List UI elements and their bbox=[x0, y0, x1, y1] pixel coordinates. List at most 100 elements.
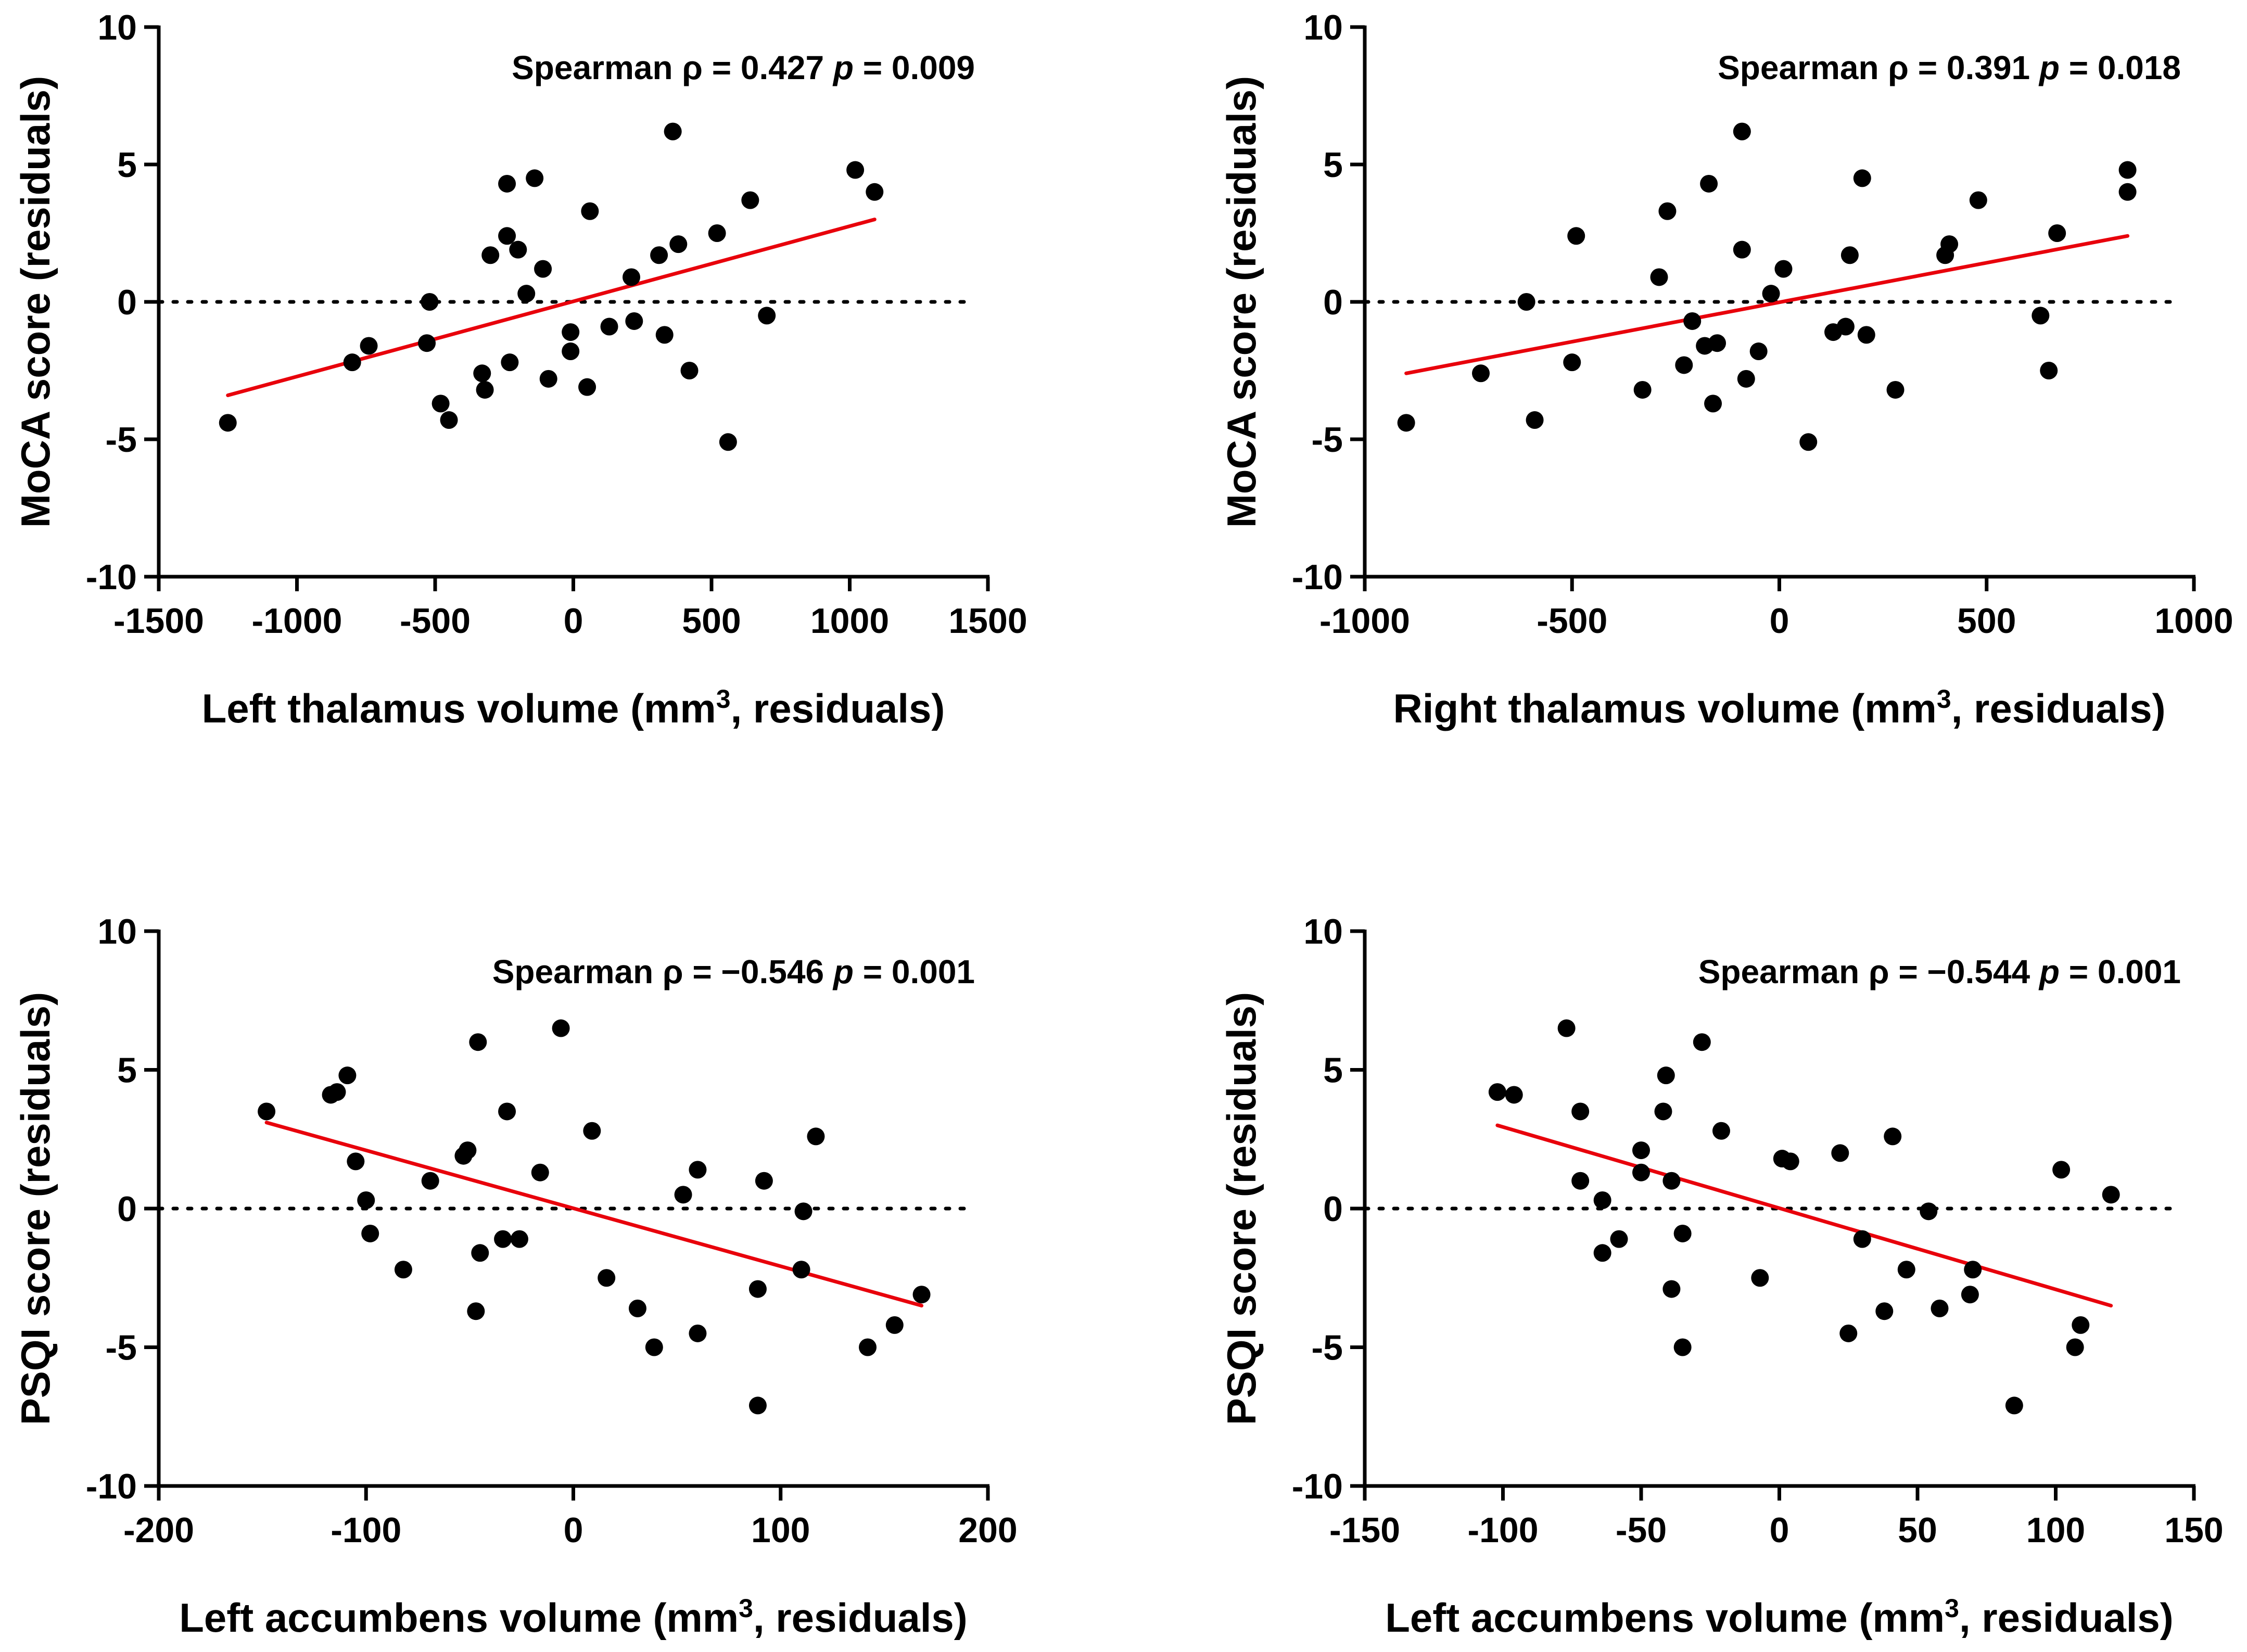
data-point bbox=[912, 1286, 931, 1304]
y-tick-label: -5 bbox=[1312, 420, 1343, 460]
data-point bbox=[534, 260, 552, 278]
data-point bbox=[583, 1122, 601, 1140]
data-point bbox=[473, 364, 491, 383]
data-point bbox=[1662, 1172, 1681, 1190]
data-point bbox=[338, 1066, 357, 1085]
x-tick-label: 50 bbox=[1898, 1510, 1937, 1550]
plot-area: -10 -5 0 5 10 -1500 -1000 -500 0 500 1000 1500 bbox=[86, 8, 1027, 641]
y-tick-label: -10 bbox=[86, 557, 137, 597]
data-point bbox=[539, 370, 557, 388]
data-point bbox=[1751, 1269, 1769, 1287]
stat-rho-text: Spearman ρ = 0.427 bbox=[512, 49, 833, 86]
x-tick-label: 500 bbox=[682, 601, 741, 641]
data-point bbox=[2118, 161, 2137, 179]
data-point bbox=[517, 285, 536, 303]
data-point bbox=[552, 1019, 570, 1037]
data-point bbox=[498, 1102, 516, 1121]
stat-p-value: = 0.018 bbox=[2060, 49, 2181, 86]
data-point bbox=[1571, 1102, 1590, 1121]
data-point bbox=[1839, 1324, 1858, 1342]
x-tick-label: 0 bbox=[1770, 1510, 1789, 1550]
data-point bbox=[1712, 1122, 1730, 1140]
data-point bbox=[258, 1102, 276, 1121]
x-tick-label: -100 bbox=[331, 1510, 401, 1550]
y-tick-label: -5 bbox=[1312, 1328, 1343, 1368]
regression-fit-line bbox=[1495, 1123, 2113, 1308]
data-point bbox=[421, 1172, 439, 1190]
x-tick-label: -500 bbox=[1537, 601, 1607, 641]
regression-fit-line bbox=[226, 218, 877, 398]
y-tick-label: 0 bbox=[117, 1189, 137, 1229]
data-point bbox=[792, 1261, 810, 1279]
data-point bbox=[1886, 380, 1905, 399]
data-point bbox=[859, 1338, 877, 1356]
x-tick-label: 0 bbox=[564, 601, 583, 641]
data-point bbox=[1632, 1141, 1650, 1160]
data-point bbox=[1853, 169, 1871, 187]
y-axis-title: MoCA score (residuals) bbox=[12, 76, 58, 528]
plot-area: -10 -5 0 5 10 -200 -100 0 100 200 bbox=[86, 912, 1018, 1550]
data-point bbox=[689, 1324, 707, 1342]
data-point bbox=[758, 307, 776, 325]
data-point bbox=[394, 1261, 412, 1279]
data-point bbox=[794, 1202, 813, 1221]
data-point bbox=[1658, 202, 1677, 220]
data-point bbox=[655, 326, 674, 344]
data-point bbox=[598, 1269, 616, 1287]
data-point bbox=[2040, 362, 2058, 379]
data-point bbox=[669, 235, 688, 253]
data-point bbox=[2118, 183, 2137, 201]
x-tick-label: 0 bbox=[564, 1510, 583, 1550]
stat-annotation: Spearman ρ = −0.544 p = 0.001 bbox=[1698, 953, 2181, 990]
data-point bbox=[469, 1033, 487, 1051]
x-axis-title-superscript: 3 bbox=[1937, 684, 1951, 714]
data-point bbox=[885, 1316, 904, 1334]
data-point bbox=[481, 246, 500, 264]
data-point bbox=[2048, 224, 2066, 242]
x-tick-label: -100 bbox=[1467, 1510, 1538, 1550]
data-point bbox=[510, 1230, 528, 1248]
x-tick-label: -50 bbox=[1616, 1510, 1667, 1550]
data-point bbox=[1704, 395, 1722, 413]
x-axis-title-main: Left thalamus volume (mm bbox=[202, 685, 716, 731]
x-tick-label: -200 bbox=[123, 1510, 194, 1550]
data-point bbox=[581, 202, 599, 220]
data-point bbox=[421, 293, 439, 311]
data-point bbox=[1632, 1163, 1650, 1181]
y-tick-label: -10 bbox=[1292, 557, 1343, 597]
data-point bbox=[498, 227, 516, 245]
data-point bbox=[328, 1083, 346, 1101]
y-axis-title: MoCA score (residuals) bbox=[1218, 76, 1264, 528]
data-point bbox=[476, 380, 494, 399]
data-point bbox=[1633, 380, 1652, 399]
x-axis-title: Left thalamus volume (mm3, residuals) bbox=[202, 684, 945, 731]
data-point bbox=[1593, 1191, 1611, 1210]
data-point bbox=[1762, 285, 1780, 303]
stat-rho-text: Spearman ρ = −0.546 bbox=[492, 953, 833, 990]
stat-p-symbol: p bbox=[832, 49, 854, 86]
y-tick-label: 10 bbox=[97, 8, 137, 47]
x-tick-label: 100 bbox=[751, 1510, 810, 1550]
data-point bbox=[1593, 1244, 1611, 1262]
data-point bbox=[1517, 293, 1535, 311]
data-point bbox=[431, 395, 450, 413]
data-point bbox=[748, 1280, 767, 1298]
data-point bbox=[1884, 1127, 1902, 1146]
data-point bbox=[1969, 191, 1987, 209]
y-axis-title: PSQI score (residuals) bbox=[12, 992, 58, 1425]
data-point bbox=[440, 411, 458, 429]
x-tick-label: -1500 bbox=[113, 601, 204, 641]
data-point bbox=[1700, 174, 1718, 193]
x-axis-title-superscript: 3 bbox=[716, 684, 731, 714]
data-point bbox=[1749, 342, 1768, 361]
data-point bbox=[1737, 370, 1755, 388]
plot-area: -10 -5 0 5 10 -1000 -500 0 500 1000 bbox=[1292, 8, 2233, 641]
data-point bbox=[1472, 364, 1490, 383]
data-point bbox=[343, 353, 361, 372]
stat-p-value: = 0.009 bbox=[854, 49, 975, 86]
x-axis-title-superscript: 3 bbox=[739, 1594, 753, 1623]
x-axis-title-tail: , residuals) bbox=[753, 1595, 968, 1641]
